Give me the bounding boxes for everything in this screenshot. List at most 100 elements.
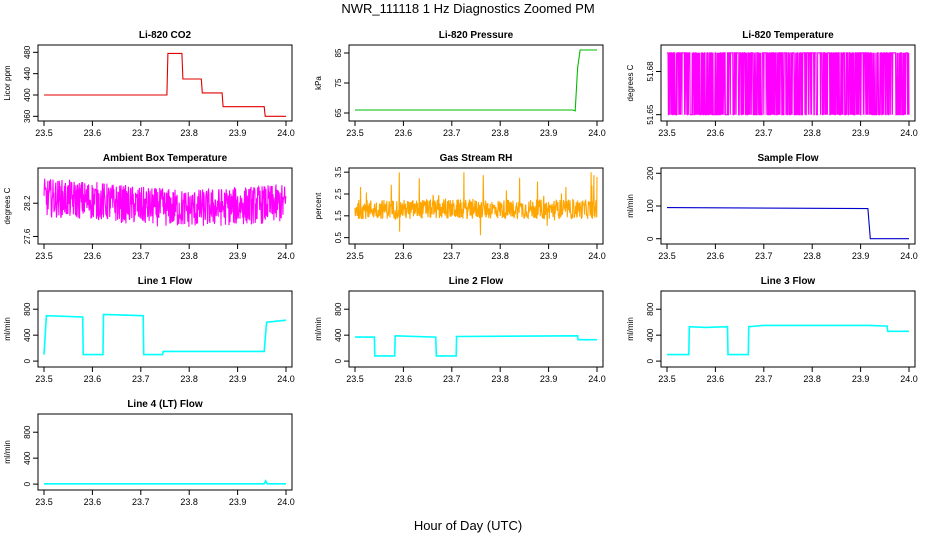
y-tick-label: 28.2 — [23, 195, 32, 211]
y-axis-label: ml/min — [626, 317, 635, 341]
chart-panel: Li-820 Pressure 23.5 23.6 23.7 23.8 23.9 24.0 6… — [314, 30, 606, 138]
y-tick-label: 0 — [646, 236, 655, 241]
data-series-line — [43, 313, 287, 356]
x-tick-label: 23.5 — [35, 251, 53, 261]
x-tick-label: 24.0 — [588, 251, 606, 261]
x-tick-label: 23.7 — [132, 374, 150, 384]
x-tick-label: 23.8 — [180, 374, 198, 384]
x-tick-label: 23.6 — [84, 251, 102, 261]
x-tick-label: 23.7 — [755, 128, 773, 138]
chart-panel: Line 4 (LT) Flow 23.5 23.6 23.7 23.8 23.9 24.0… — [3, 399, 295, 507]
x-tick-label: 23.5 — [35, 374, 53, 384]
y-tick-label: 800 — [646, 302, 655, 316]
y-tick-label: 75 — [334, 78, 343, 87]
y-axis-label: ml/min — [3, 440, 12, 464]
x-tick-label: 23.9 — [540, 128, 558, 138]
panel-title: Ambient Box Temperature — [103, 153, 228, 164]
data-series-line — [44, 52, 286, 117]
y-tick-label: 400 — [646, 328, 655, 342]
panel-title: Line 2 Flow — [449, 276, 504, 287]
y-tick-label: 51.65 — [646, 104, 655, 125]
plot-frame — [348, 167, 604, 245]
plot-frame — [348, 290, 604, 368]
y-tick-label: 200 — [646, 166, 655, 180]
x-tick-label: 23.8 — [180, 497, 198, 507]
y-axis-label: ml/min — [314, 317, 323, 341]
plot-frame — [660, 44, 916, 122]
x-tick-label: 23.6 — [84, 128, 102, 138]
chart-panel: Li-820 CO2 23.5 23.6 23.7 23.8 23.9 24.0 360 400… — [3, 30, 295, 138]
y-tick-label: 3.5 — [334, 166, 343, 178]
x-tick-label: 23.6 — [395, 128, 413, 138]
panel-title: Line 1 Flow — [138, 276, 193, 287]
x-tick-label: 23.7 — [132, 128, 150, 138]
x-tick-label: 23.6 — [395, 374, 413, 384]
x-tick-label: 23.8 — [491, 251, 509, 261]
x-tick-label: 23.9 — [852, 251, 870, 261]
y-tick-label: 800 — [23, 425, 32, 439]
panel-title: Line 4 (LT) Flow — [127, 399, 203, 410]
y-tick-label: 65 — [334, 108, 343, 117]
x-tick-label: 23.5 — [658, 251, 676, 261]
x-tick-label: 23.6 — [707, 374, 725, 384]
chart-panel: Line 2 Flow 23.5 23.6 23.7 23.8 23.9 24.0 0 400 8… — [314, 276, 606, 384]
chart-panel: Line 3 Flow 23.5 23.6 23.7 23.8 23.9 24.0 0 400 8… — [626, 276, 918, 384]
y-axis-label: ml/min — [3, 317, 12, 341]
chart-panel: Ambient Box Temperature 23.5 23.6 23.7 23.8 2… — [3, 153, 295, 261]
x-tick-label: 23.9 — [229, 251, 247, 261]
x-tick-label: 23.7 — [443, 128, 461, 138]
x-tick-label: 23.7 — [755, 251, 773, 261]
x-tick-label: 23.9 — [229, 497, 247, 507]
y-tick-label: 0 — [646, 358, 655, 363]
y-tick-label: 0 — [23, 358, 32, 363]
x-tick-label: 23.7 — [443, 374, 461, 384]
x-tick-label: 23.5 — [658, 374, 676, 384]
y-tick-label: 440 — [23, 66, 32, 80]
x-tick-label: 23.9 — [852, 128, 870, 138]
data-series-line — [667, 324, 909, 356]
x-tick-label: 24.0 — [277, 251, 295, 261]
x-tick-label: 23.5 — [346, 251, 364, 261]
panel-title: Gas Stream RH — [440, 153, 513, 164]
x-tick-label: 23.5 — [658, 128, 676, 138]
x-tick-label: 23.8 — [180, 128, 198, 138]
y-tick-label: 400 — [23, 328, 32, 342]
x-tick-label: 24.0 — [277, 374, 295, 384]
plot-frame — [660, 290, 916, 368]
x-tick-label: 23.9 — [229, 128, 247, 138]
x-tick-label: 23.5 — [35, 128, 53, 138]
x-tick-label: 23.8 — [803, 374, 821, 384]
plot-frame — [37, 167, 293, 245]
x-tick-label: 23.6 — [84, 497, 102, 507]
panel-title: Li-820 Pressure — [439, 30, 514, 41]
chart-panel: Gas Stream RH 23.5 23.6 23.7 23.8 23.9 24.0 0.5… — [314, 153, 606, 261]
y-tick-label: 27.6 — [23, 228, 32, 244]
x-tick-label: 23.7 — [132, 497, 150, 507]
x-tick-label: 23.5 — [346, 374, 364, 384]
x-tick-label: 24.0 — [277, 497, 295, 507]
y-axis-label: percent — [314, 192, 323, 219]
x-axis-caption: Hour of Day (UTC) — [413, 518, 523, 533]
x-tick-label: 23.9 — [540, 251, 558, 261]
chart-panel: Li-820 Temperature 23.5 23.6 23.7 23.8 23.9 24… — [626, 30, 918, 138]
x-tick-label: 23.6 — [707, 128, 725, 138]
x-tick-label: 24.0 — [900, 128, 918, 138]
x-tick-label: 23.8 — [491, 374, 509, 384]
x-tick-label: 24.0 — [588, 374, 606, 384]
data-series-line — [43, 178, 287, 227]
plot-frame — [37, 290, 293, 368]
x-tick-label: 24.0 — [900, 251, 918, 261]
x-tick-label: 24.0 — [588, 128, 606, 138]
y-tick-label: 800 — [23, 302, 32, 316]
x-tick-label: 23.7 — [755, 374, 773, 384]
data-series-line — [355, 49, 597, 112]
y-tick-label: 0 — [23, 481, 32, 486]
data-series-line — [666, 207, 909, 240]
y-axis-label: degrees C — [3, 187, 12, 224]
y-tick-label: 2.5 — [334, 188, 343, 200]
x-tick-label: 23.6 — [707, 251, 725, 261]
x-tick-label: 23.7 — [443, 251, 461, 261]
chart-panel: Sample Flow 23.5 23.6 23.7 23.8 23.9 24.0 0 100 2… — [626, 153, 918, 261]
panel-title: Li-820 CO2 — [139, 30, 192, 41]
